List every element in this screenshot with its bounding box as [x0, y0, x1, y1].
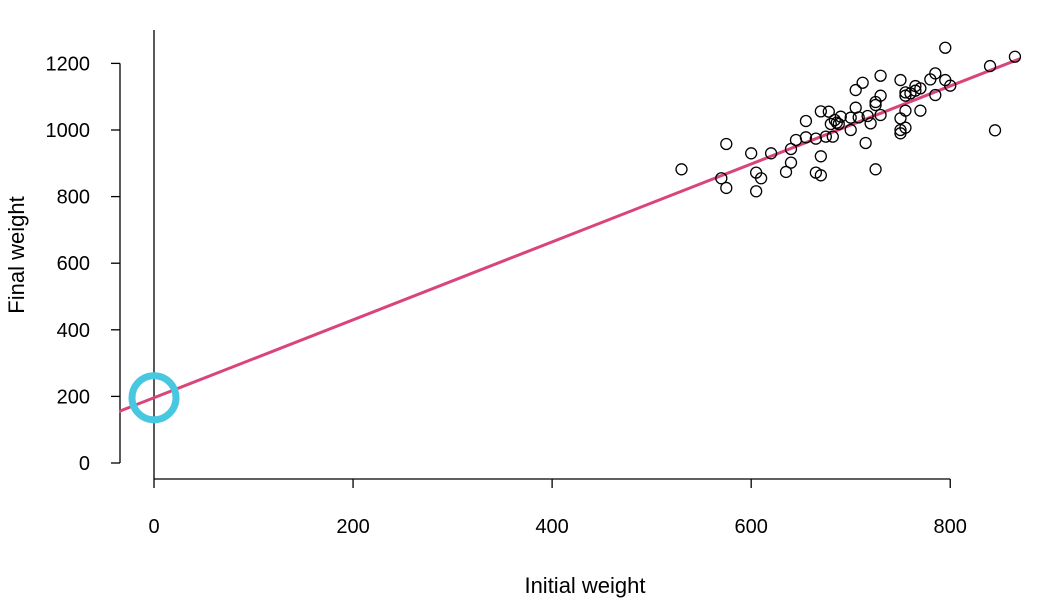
data-point	[859, 136, 872, 150]
data-point	[814, 105, 828, 118]
data-point	[899, 86, 912, 99]
data-point	[750, 185, 763, 198]
data-point	[929, 67, 942, 80]
data-point	[856, 76, 869, 89]
data-point	[944, 79, 957, 92]
data-point	[834, 110, 847, 123]
y-tick-label: 200	[57, 386, 90, 408]
data-point	[784, 156, 798, 169]
data-point	[899, 104, 912, 117]
y-tick-label: 400	[57, 320, 90, 342]
data-point	[914, 104, 927, 117]
data-point	[675, 163, 688, 176]
data-point	[779, 165, 793, 179]
data-point	[869, 163, 882, 176]
data-point	[929, 88, 942, 102]
data-point	[814, 150, 828, 163]
x-tick-label: 800	[934, 516, 967, 538]
data-point	[799, 131, 813, 144]
intercept-highlight-circle	[128, 372, 180, 424]
intercept-highlight-group	[128, 372, 180, 424]
data-point	[828, 113, 841, 127]
data-points	[675, 41, 1022, 198]
data-point	[799, 114, 813, 128]
x-tick-label: 200	[336, 516, 369, 538]
data-point	[844, 111, 857, 124]
data-point	[822, 105, 835, 118]
axes: 0 200 400 600 800 0 200 400 600 800 1000 1200	[46, 30, 967, 538]
x-tick-label: 0	[148, 516, 159, 538]
data-point	[939, 41, 952, 54]
data-point	[849, 83, 862, 97]
y-tick-label: 1200	[46, 53, 91, 75]
x-axis-title: Initial weight	[524, 573, 645, 598]
data-point	[988, 124, 1002, 137]
data-point	[764, 147, 778, 160]
data-point	[720, 181, 733, 195]
x-tick-label: 600	[734, 516, 767, 538]
data-point	[826, 130, 839, 143]
data-point	[899, 121, 912, 134]
y-tick-label: 800	[57, 187, 90, 209]
data-point	[861, 109, 874, 123]
data-point	[754, 172, 768, 185]
data-point	[720, 137, 733, 151]
data-point	[832, 117, 845, 131]
data-point	[874, 108, 887, 122]
data-point	[983, 59, 997, 73]
data-point	[715, 172, 728, 185]
data-point	[864, 117, 877, 130]
data-point	[874, 89, 887, 102]
data-point	[1008, 50, 1022, 63]
data-point	[814, 169, 828, 182]
data-point	[844, 123, 857, 137]
data-point	[745, 147, 758, 160]
y-tick-label: 1000	[46, 120, 91, 142]
y-tick-label: 0	[79, 453, 90, 475]
y-tick-label: 600	[57, 253, 90, 275]
data-point	[819, 130, 832, 143]
data-point	[789, 133, 803, 147]
y-axis-title: Final weight	[4, 196, 29, 313]
data-point	[894, 73, 907, 87]
data-point	[869, 98, 882, 112]
data-point	[830, 116, 843, 129]
data-point	[824, 117, 837, 131]
x-tick-label: 400	[535, 516, 568, 538]
data-point	[874, 69, 887, 82]
data-point	[852, 111, 865, 124]
data-point	[914, 82, 927, 95]
